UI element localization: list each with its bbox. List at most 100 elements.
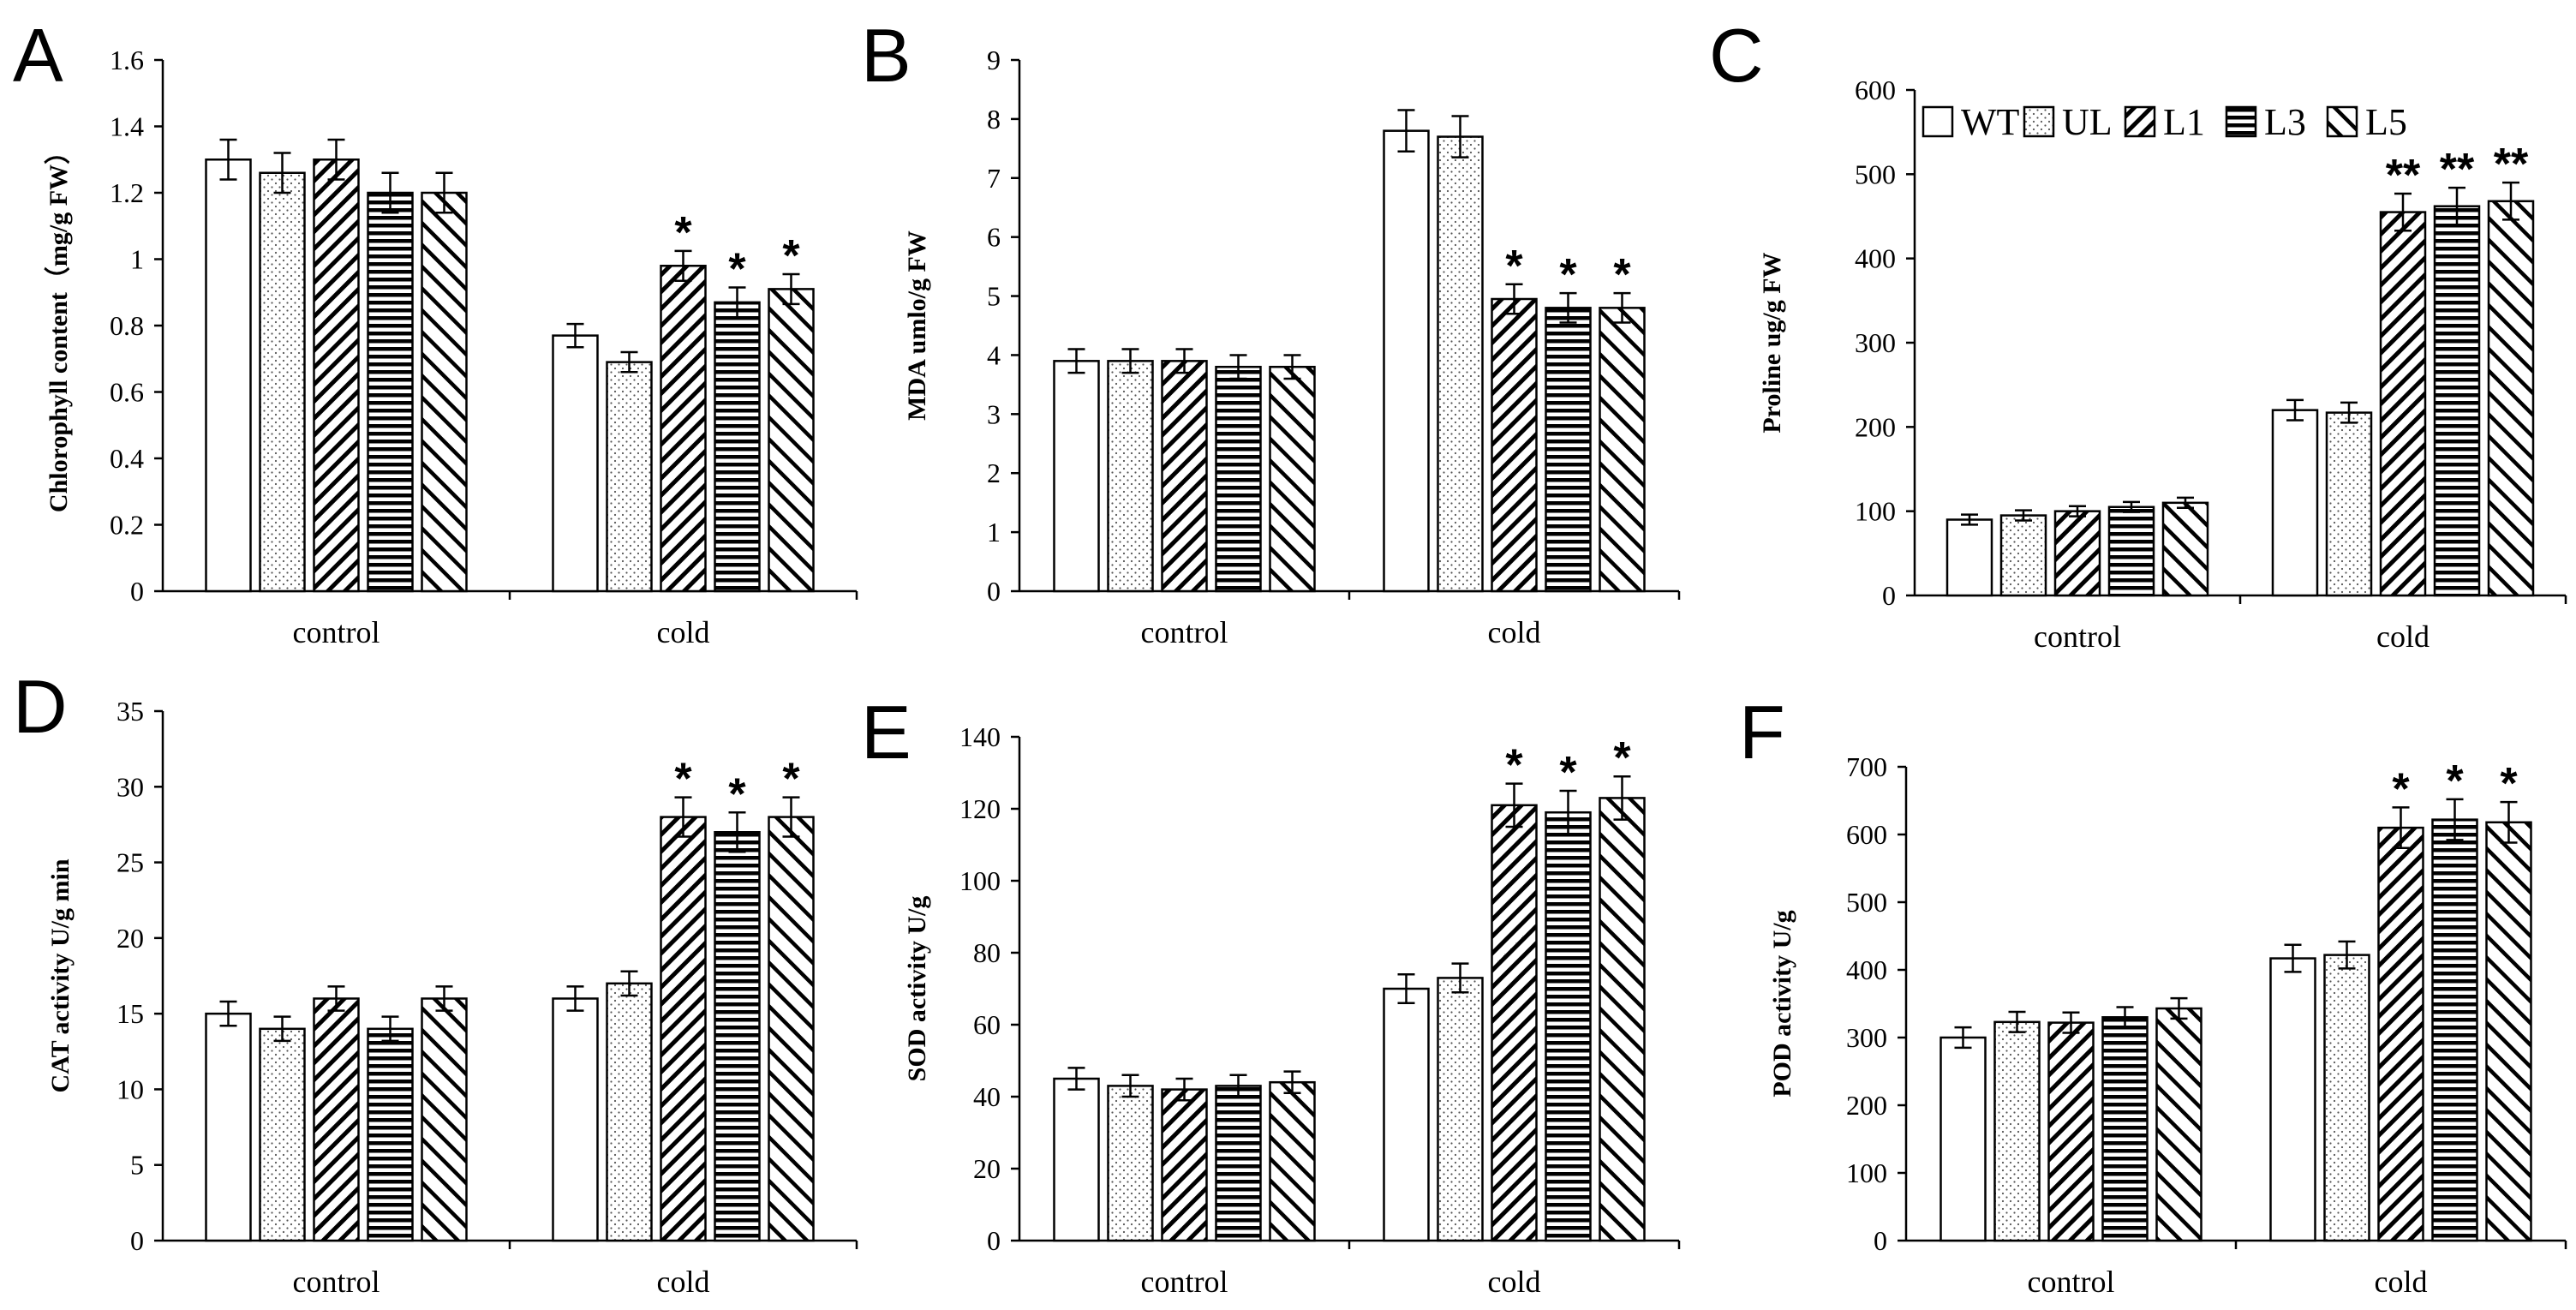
bar-ul [1437, 135, 1484, 593]
bar-ul [259, 1027, 306, 1242]
panel-c: C 0 100 200 300 400 500 600 Proline ug/g FW contr… [1709, 13, 2567, 654]
significance-marker: * [1613, 733, 1631, 783]
y-tick-label: 500 [1846, 887, 1887, 918]
significance-marker: ** [2494, 140, 2529, 189]
y-tick-label: 20 [973, 1153, 1001, 1184]
y-tick-label: 0 [130, 576, 144, 607]
significance-marker: * [1559, 250, 1577, 300]
y-tick-label: 600 [1846, 819, 1887, 850]
bar-l5 [421, 997, 468, 1242]
bar-l5 [768, 288, 815, 593]
bar-l3 [1215, 1085, 1262, 1242]
bar-l5 [1269, 365, 1316, 593]
y-tick-label: 1.6 [110, 45, 144, 75]
y-tick-label: 60 [973, 1009, 1001, 1040]
y-tick-label: 600 [1855, 75, 1896, 105]
bar-l5 [2485, 821, 2532, 1242]
y-tick-label: 0 [130, 1225, 144, 1256]
bar-ul [259, 171, 306, 593]
y-tick-label: 0 [1874, 1225, 1887, 1256]
bar-l1 [2379, 211, 2427, 597]
x-category-label: cold [657, 615, 710, 649]
y-tick-label: 30 [117, 771, 144, 802]
y-tick-label: 500 [1855, 159, 1896, 189]
bar-l1 [313, 997, 360, 1242]
bar-l1 [313, 159, 360, 593]
bar-l3 [367, 1027, 414, 1242]
y-axis-label: Chlorophyll content（mg/g FW） [44, 139, 73, 512]
legend-swatch-ul [2023, 105, 2055, 138]
y-tick-label: 100 [959, 865, 1001, 896]
significance-marker: * [782, 231, 800, 281]
bar-l3 [1215, 365, 1262, 593]
bar-l3 [714, 301, 761, 593]
y-tick-label: 25 [117, 847, 144, 878]
bar-ul [606, 982, 653, 1242]
y-tick-label: 3 [987, 398, 1001, 429]
significance-marker: * [2392, 764, 2410, 814]
y-tick-label: 140 [959, 721, 1001, 752]
bar-l3 [2431, 818, 2478, 1242]
bar-wt [2269, 957, 2316, 1242]
bar-ul [1993, 1020, 2041, 1242]
x-category-label: control [2034, 619, 2121, 654]
y-tick-label: 80 [973, 937, 1001, 968]
bar-ul [1107, 360, 1154, 593]
y-tick-label: 5 [130, 1150, 144, 1181]
y-tick-label: 400 [1846, 954, 1887, 985]
y-tick-label: 20 [117, 923, 144, 954]
significance-marker: * [674, 755, 692, 805]
panel-d: D 0 5 10 15 20 25 30 35 CAT activity U/g min contr… [13, 664, 858, 1299]
bar-l5 [421, 191, 468, 593]
bar-l5 [1599, 797, 1646, 1242]
significance-marker: ** [2386, 151, 2421, 200]
y-tick-label: 1.2 [110, 177, 144, 208]
y-tick-label: 100 [1855, 496, 1896, 527]
y-tick-label: 15 [117, 998, 144, 1029]
y-tick-label: 2 [987, 458, 1001, 488]
y-axis-label: MDA umlo/g FW [903, 230, 931, 421]
significance-marker: * [728, 244, 746, 294]
panel-a: A 0 0.2 0.4 0.6 0.8 1 1.2 1.4 1.6 Chlorophyll cont… [13, 13, 858, 649]
y-axis-label: Proline ug/g FW [1758, 252, 1786, 433]
legend-swatch-wt [1922, 105, 1954, 138]
panel-e: E 0 20 40 60 80 100 120 140 SOD activity U/g contr… [861, 690, 1681, 1299]
bar-wt [1383, 987, 1430, 1242]
bar-l5 [1599, 307, 1646, 593]
bar-l1 [660, 265, 707, 593]
y-tick-label: 0.4 [110, 443, 144, 474]
bar-ul [606, 361, 653, 593]
bar-wt [205, 1012, 252, 1242]
y-tick-label: 0 [987, 1225, 1001, 1256]
legend-label-wt: WT [1961, 101, 2020, 143]
bar-l1 [1161, 1088, 1208, 1242]
bar-ul [1999, 514, 2047, 597]
y-axis-label: SOD activity U/g [903, 896, 931, 1082]
y-tick-label: 400 [1855, 243, 1896, 274]
legend-label-l3: L3 [2264, 101, 2306, 143]
significance-marker: * [2446, 757, 2464, 806]
y-tick-label: 200 [1855, 411, 1896, 442]
significance-marker: * [2500, 759, 2518, 809]
significance-marker: * [1613, 250, 1631, 300]
panel-b: B 0 1 2 3 4 5 6 7 8 9 MDA umlo/g FW control cold * * * [861, 13, 1681, 649]
y-tick-label: 5 [987, 281, 1001, 312]
bar-l3 [367, 191, 414, 593]
y-tick-label: 100 [1846, 1157, 1887, 1188]
x-category-label: control [293, 615, 380, 649]
panel-letter: A [13, 13, 63, 98]
bar-l5 [2161, 501, 2209, 597]
legend-swatch-l1 [2124, 105, 2156, 138]
y-tick-label: 4 [987, 339, 1001, 370]
bar-l5 [2155, 1007, 2202, 1242]
significance-marker: * [1505, 242, 1523, 291]
bar-wt [1383, 129, 1430, 593]
bar-ul [1107, 1085, 1154, 1242]
x-category-label: cold [1488, 1265, 1541, 1299]
x-category-label: cold [1488, 615, 1541, 649]
bar-wt [1053, 360, 1100, 593]
panel-letter: E [861, 690, 911, 775]
bar-l3 [714, 831, 761, 1242]
y-tick-label: 120 [959, 793, 1001, 824]
